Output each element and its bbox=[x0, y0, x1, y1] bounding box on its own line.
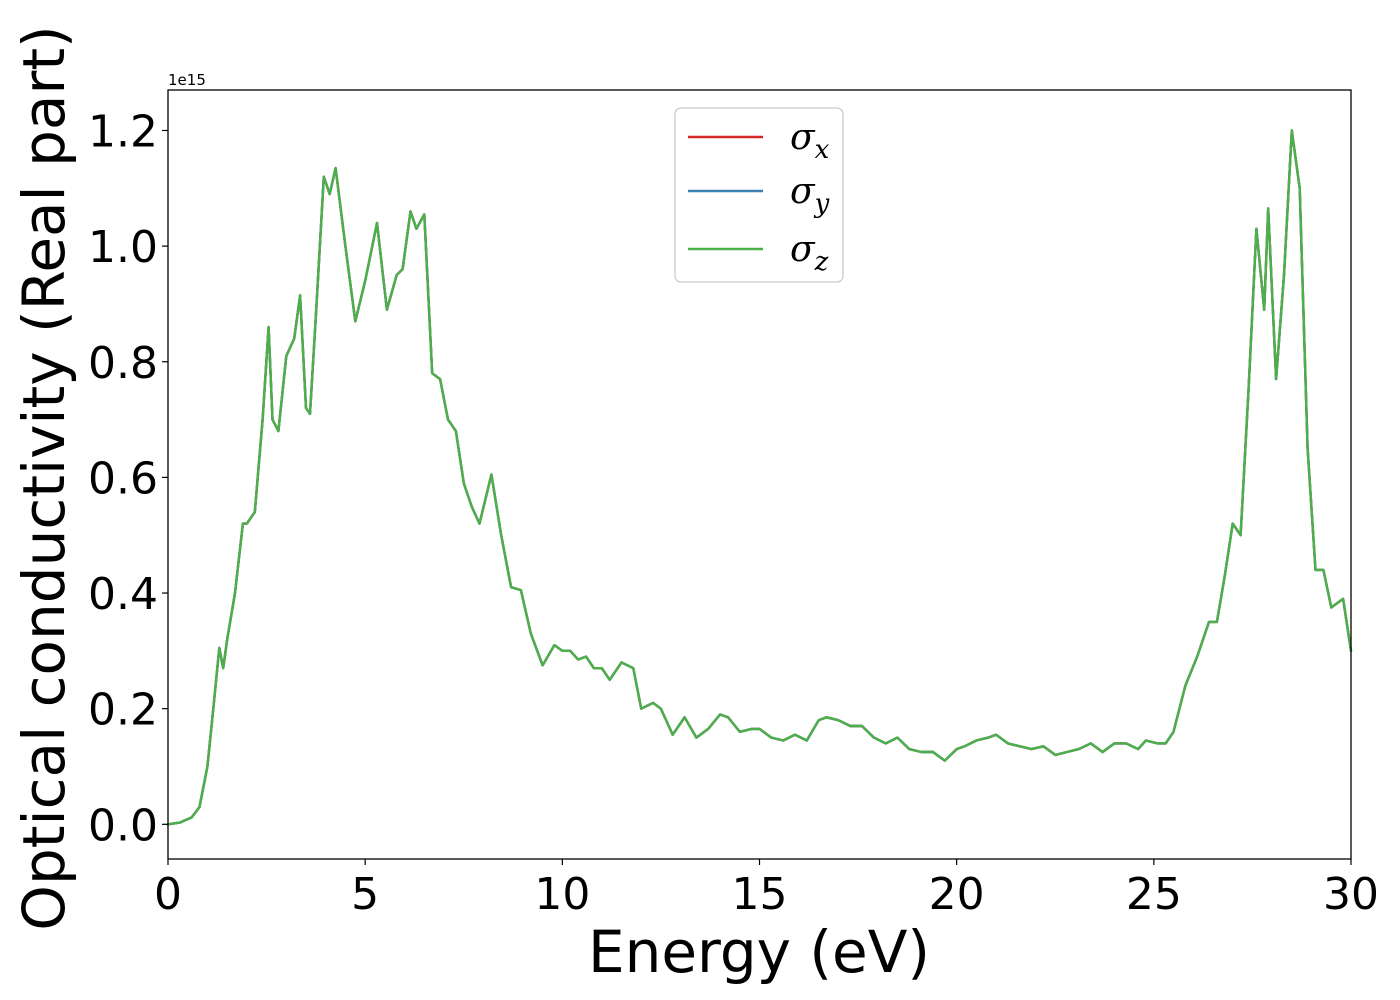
y-tick-label: 0.0 bbox=[88, 800, 158, 851]
x-tick-label: 5 bbox=[351, 869, 379, 920]
y-tick-label: 0.2 bbox=[88, 685, 158, 736]
x-tick-label: 10 bbox=[534, 869, 590, 920]
legend-box bbox=[674, 107, 844, 283]
y-offset-label: 1e15 bbox=[168, 71, 206, 89]
y-tick-label: 0.6 bbox=[88, 453, 158, 504]
series-layer bbox=[166, 129, 1353, 826]
y-tick-label: 0.8 bbox=[88, 338, 158, 389]
x-tick-label: 25 bbox=[1126, 869, 1182, 920]
series-line-2 bbox=[166, 129, 1353, 826]
y-tick-label: 0.4 bbox=[88, 569, 158, 620]
x-tick-label: 20 bbox=[929, 869, 985, 920]
x-axis-ticks: 0 5 10 15 20 25 30 bbox=[154, 859, 1379, 920]
x-tick-label: 0 bbox=[154, 869, 182, 920]
y-axis-label: Optical conductivity (Real part) bbox=[10, 25, 78, 930]
y-tick-label: 1.2 bbox=[88, 106, 158, 157]
y-tick-label: 1.0 bbox=[88, 222, 158, 273]
x-tick-label: 30 bbox=[1323, 869, 1379, 920]
y-axis-ticks: 0.0 0.2 0.4 0.6 0.8 1.0 1.2 bbox=[88, 106, 168, 851]
x-axis-label: Energy (eV) bbox=[588, 918, 930, 986]
x-tick-label: 15 bbox=[732, 869, 788, 920]
